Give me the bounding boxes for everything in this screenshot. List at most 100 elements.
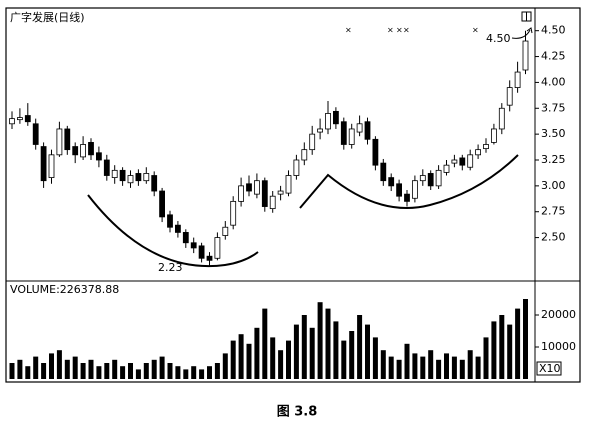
volume-bar [372, 337, 378, 379]
candle-body [419, 175, 426, 182]
volume-bar [483, 337, 489, 379]
volume-bar [222, 353, 228, 379]
event-mark: × [387, 26, 394, 35]
candle-body [340, 121, 347, 145]
candle-body [411, 180, 418, 199]
volume-bar [183, 369, 189, 379]
candle-body [396, 183, 403, 197]
candle-body [56, 128, 63, 156]
candle-body [261, 180, 268, 207]
volume-bar [64, 359, 70, 379]
event-marks: × × × × × [345, 26, 479, 35]
unit-box [536, 361, 562, 376]
candle-body [356, 123, 363, 133]
candle-body [490, 128, 497, 143]
volume-bar [88, 359, 94, 379]
volume-bar [286, 340, 291, 379]
volume-bar [388, 356, 394, 379]
candle-body [380, 162, 387, 182]
candle-body [182, 232, 189, 244]
volume-bar [72, 356, 78, 379]
volume-bar [254, 327, 260, 379]
volume-bar [309, 327, 315, 379]
volume-bar [96, 366, 102, 379]
candle-body [103, 159, 110, 176]
volume-bar [349, 331, 355, 379]
volume-bar [475, 356, 481, 379]
candle-body [238, 185, 245, 202]
candle-body [301, 149, 308, 161]
bottom-arc [87, 194, 259, 268]
volume-bar [199, 369, 205, 379]
candle-body [96, 152, 102, 161]
volume-bar [128, 363, 133, 379]
volume-bar [270, 337, 276, 379]
volume-bar [25, 366, 31, 379]
candle-body [285, 175, 292, 194]
volume-bar [499, 315, 505, 379]
candle-body [483, 144, 489, 150]
volume-bar [230, 340, 236, 379]
candle-body [9, 118, 15, 125]
volume-bar [17, 359, 23, 379]
volume-bar [135, 369, 141, 379]
candle-body [467, 154, 474, 168]
event-mark: × [345, 26, 352, 35]
volume-bar [491, 321, 497, 379]
volume-bar [380, 350, 386, 379]
y-tick-label: 4.25 [541, 50, 566, 63]
volume-bar [112, 359, 118, 379]
volume-bar [404, 343, 410, 379]
volume-bar [317, 302, 323, 379]
y-tick-label: 3.00 [541, 179, 566, 192]
candle-body [159, 190, 166, 218]
volume-bar [444, 353, 449, 379]
low-annotation: 2.23 [158, 261, 183, 274]
candle-body [88, 142, 94, 156]
y-tick-label: 10000 [541, 340, 576, 353]
frame [5, 7, 581, 383]
volume-bar [120, 366, 126, 379]
y-tick-label: 4.00 [541, 75, 566, 88]
candle-body [214, 237, 221, 259]
candle-body [32, 123, 39, 145]
y-tick-label: 3.75 [541, 101, 566, 114]
volume-bar [451, 356, 457, 379]
candle-body [174, 224, 181, 233]
volume-bar [428, 350, 434, 379]
candle-body [119, 169, 126, 182]
volume-bar [41, 363, 47, 379]
volume-title: VOLUME:226378.88 [10, 283, 119, 296]
candle-body [269, 195, 276, 210]
volume-bar [515, 308, 521, 379]
bottom-arc [299, 154, 519, 209]
volume-bar [436, 359, 442, 379]
y-tick-label: 2.75 [541, 205, 566, 218]
candle-body [435, 169, 442, 187]
volume-bar [9, 363, 15, 379]
candle-body [72, 146, 79, 156]
candle-body [506, 87, 513, 106]
candle-body [451, 159, 458, 164]
volume-bar [80, 363, 86, 379]
candle-body [16, 117, 23, 121]
volume-bar [301, 315, 307, 379]
high-annotation: 4.50 [486, 32, 511, 45]
volume-bar [341, 340, 347, 379]
volume-bar [278, 350, 284, 379]
y-tick-label: 20000 [541, 308, 576, 321]
pointer [526, 27, 533, 34]
volume-bar [262, 308, 268, 379]
candle-body [277, 190, 284, 195]
candle-body [522, 40, 529, 71]
candle-body [317, 128, 324, 133]
volume-bar [191, 366, 197, 379]
volume-bar [333, 321, 339, 379]
volume-bar [56, 350, 62, 379]
volume-bar [507, 324, 513, 379]
volume-bar [357, 315, 363, 379]
candle-body [167, 214, 173, 228]
volume-bar [33, 356, 39, 379]
candle-body [293, 159, 300, 176]
